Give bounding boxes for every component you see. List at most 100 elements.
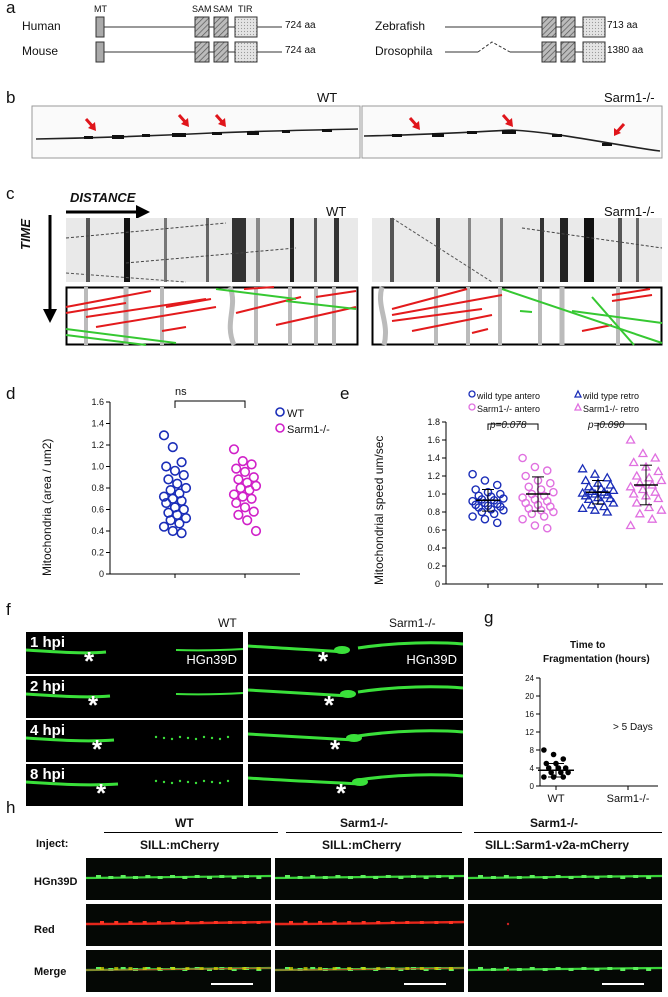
- d-point-sarm1: [239, 466, 251, 477]
- h-red-puncta: [303, 967, 308, 970]
- h-red-puncta: [318, 967, 323, 970]
- h-red-puncta: [228, 921, 233, 924]
- f-marker-label: HGn39D: [186, 652, 237, 667]
- zebrafish-tir-domain: [582, 16, 606, 38]
- b-sarm1-micrograph: [361, 105, 663, 159]
- g-y-tick-label: 4: [530, 764, 535, 773]
- h-axon-drawing: [506, 922, 510, 926]
- h-green-puncta: [348, 876, 353, 879]
- h-green-puncta: [555, 967, 561, 970]
- f-fragment: [202, 735, 206, 739]
- e-point: [643, 502, 655, 512]
- h-green-puncta: [490, 968, 496, 971]
- h-axon-drawing: [467, 874, 663, 880]
- d-point-wt: [174, 518, 185, 529]
- h-green-puncta: [423, 876, 429, 879]
- f-axon-proximal: [247, 688, 350, 698]
- panel-d-label: d: [6, 384, 16, 403]
- f-injury-star: *: [336, 778, 347, 808]
- f-injury-star: *: [96, 778, 107, 808]
- f-fragment: [218, 737, 222, 741]
- e-point: [492, 480, 502, 490]
- h-red-puncta: [100, 967, 104, 970]
- f-axon-drawing: [247, 685, 464, 698]
- f-fragment: [194, 781, 198, 785]
- panel-g-label: g: [484, 608, 494, 627]
- b-sarm1-title: Sarm1-/-: [604, 90, 655, 105]
- e-bracket-antero: [487, 423, 539, 430]
- g-point: [562, 765, 569, 771]
- f-fragment: [170, 781, 174, 785]
- e-point: [480, 476, 490, 485]
- species-zebrafish: Zebrafish: [375, 19, 426, 33]
- e-legend-marker-4: [573, 402, 583, 411]
- f-micrograph: * 2 hpi: [25, 676, 244, 720]
- d-point-sarm1: [233, 474, 244, 485]
- f-sarm1-title: Sarm1-/-: [389, 616, 436, 630]
- d-point-sarm1: [246, 459, 257, 470]
- g-x-tick-label: Sarm1-/-: [607, 793, 650, 805]
- h-group-1-rule: [104, 832, 278, 833]
- panel-e-label: e: [340, 384, 350, 403]
- h-green-puncta: [542, 876, 548, 879]
- f-injury-star: *: [324, 690, 335, 720]
- d-point-wt: [180, 512, 192, 524]
- human-tir-domain: [234, 16, 258, 38]
- d-point-sarm1: [248, 506, 259, 517]
- panel-c-label: c: [6, 184, 15, 203]
- h-scale-bar: [602, 983, 644, 985]
- e-y-tick-label: 1.0: [427, 489, 440, 499]
- h-red-puncta: [185, 921, 190, 924]
- species-drosophila: Drosophila: [375, 44, 433, 58]
- h-group-3-title: Sarm1-/-: [530, 816, 579, 830]
- e-legend-3: wild type retro: [583, 391, 640, 401]
- g-point: [565, 769, 571, 776]
- f-fragment: [194, 737, 198, 741]
- d-point-wt: [158, 430, 170, 441]
- c-wt-title: WT: [326, 204, 347, 219]
- h-red-puncta: [199, 967, 204, 970]
- h-red-puncta: [128, 967, 133, 970]
- h-red-puncta: [405, 921, 410, 924]
- h-green-axon: [85, 874, 272, 880]
- e-legend-4: Sarm1-/- retro: [583, 404, 640, 414]
- h-green-puncta: [335, 967, 341, 970]
- h-green-puncta: [373, 876, 379, 879]
- e-legend-marker-3: [573, 389, 583, 398]
- e-point: [631, 497, 642, 507]
- f-micrograph: * 4 hpi: [25, 720, 243, 764]
- h-red-puncta: [419, 967, 424, 970]
- h-green-puncta: [516, 876, 522, 879]
- e-point: [492, 518, 502, 528]
- sam2-label: SAM: [213, 4, 233, 14]
- e-point: [628, 488, 639, 498]
- h-green-axon: [274, 874, 465, 880]
- length-drosophila: 1380 aa: [607, 45, 644, 56]
- zebrafish-sam1-domain: [541, 16, 557, 38]
- d-y-tick-label: 0.8: [91, 483, 104, 493]
- f-time-label: 2 hpi: [30, 678, 66, 695]
- f-injury-star: *: [318, 646, 329, 676]
- drosophila-gap: [477, 41, 511, 53]
- b-wt-micrograph: [31, 105, 361, 159]
- e-point: [577, 503, 588, 513]
- e-point: [625, 520, 636, 530]
- f-fragment: [210, 780, 214, 784]
- g-point: [541, 774, 547, 780]
- e-point: [656, 504, 667, 514]
- h-green-puncta: [568, 968, 574, 971]
- h-green-puncta: [478, 875, 483, 878]
- h-green-puncta: [297, 876, 303, 879]
- h-red-puncta: [434, 921, 439, 924]
- d-point-sarm1: [250, 525, 262, 537]
- f-marker-label: HGn39D: [406, 652, 457, 667]
- d-point-wt: [163, 474, 174, 485]
- f-axon-proximal: [25, 780, 119, 787]
- h-red-puncta: [390, 921, 395, 924]
- f-micrograph: *: [247, 764, 464, 808]
- distance-label: DISTANCE: [70, 190, 136, 205]
- f-axon-drawing: [247, 773, 464, 786]
- h-group-1-title: WT: [175, 816, 194, 830]
- chart-e: 0 0.2 0.4 0.6 0.8 1.0 1.2 1.4 1.6 1.8: [427, 389, 667, 589]
- h-green-puncta: [182, 876, 188, 879]
